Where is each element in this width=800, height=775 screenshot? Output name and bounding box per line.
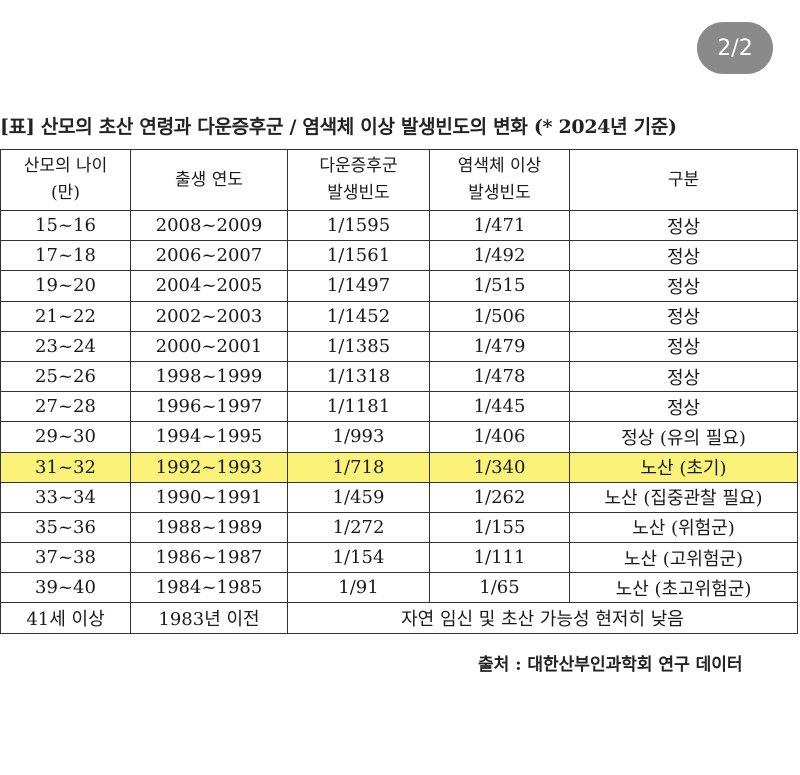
cell-chromosome: 1/262 <box>429 481 570 513</box>
cell-age: 19~20 <box>0 270 131 302</box>
cell-birth-year: 2008~2009 <box>130 209 288 242</box>
header-row: 산모의 나이 (만) 출생 연도 다운증후군 발생빈도 염색체 이상 발생빈도 구분 <box>0 149 798 211</box>
cell-chromosome: 1/65 <box>429 572 570 604</box>
cell-chromosome: 1/515 <box>429 270 570 302</box>
cell-down-syndrome: 1/1595 <box>287 209 430 242</box>
cell-down-syndrome: 1/459 <box>287 481 430 513</box>
cell-chromosome: 1/155 <box>429 511 570 544</box>
cell-age: 41세 이상 <box>0 602 131 634</box>
cell-birth-year: 1994~1995 <box>130 421 288 453</box>
data-table: 산모의 나이 (만) 출생 연도 다운증후군 발생빈도 염색체 이상 발생빈도 구분 … <box>0 149 798 634</box>
header-birth-year: 출생 연도 <box>130 149 288 211</box>
cell-birth-year: 1988~1989 <box>130 511 288 544</box>
header-chromosome: 염색체 이상 발생빈도 <box>429 149 570 211</box>
header-down-syndrome: 다운증후군 발생빈도 <box>287 149 430 211</box>
cell-down-syndrome: 1/272 <box>287 511 430 544</box>
cell-chromosome: 1/340 <box>429 451 570 483</box>
cell-birth-year: 2002~2003 <box>130 300 288 332</box>
table-row: 35~36 1988~1989 1/272 1/155 노산 (위험군) <box>0 511 798 544</box>
table-row: 17~18 2006~2007 1/1561 1/492 정상 <box>0 240 798 272</box>
table-caption: [표] 산모의 초산 연령과 다운증후군 / 염색체 이상 발생빈도의 변화 (… <box>0 116 677 138</box>
cell-note: 자연 임신 및 초산 가능성 현저히 낮음 <box>287 602 798 634</box>
page-indicator: 2/2 <box>697 22 773 74</box>
cell-category: 노산 (초기) <box>569 451 798 483</box>
cell-age: 17~18 <box>0 240 131 272</box>
cell-down-syndrome: 1/1318 <box>287 360 430 393</box>
table-row: 25~26 1998~1999 1/1318 1/478 정상 <box>0 360 798 393</box>
cell-down-syndrome: 1/91 <box>287 572 430 604</box>
cell-category: 정상 <box>569 330 798 362</box>
cell-down-syndrome: 1/1497 <box>287 270 430 302</box>
cell-age: 23~24 <box>0 330 131 362</box>
table-row: 37~38 1986~1987 1/154 1/111 노산 (고위험군) <box>0 542 798 574</box>
table-row: 27~28 1996~1997 1/1181 1/445 정상 <box>0 391 798 423</box>
cell-category: 정상 <box>569 391 798 423</box>
cell-age: 33~34 <box>0 481 131 513</box>
cell-category: 정상 <box>569 300 798 332</box>
cell-category: 정상 <box>569 360 798 393</box>
cell-birth-year: 1990~1991 <box>130 481 288 513</box>
cell-chromosome: 1/492 <box>429 240 570 272</box>
cell-age: 27~28 <box>0 391 131 423</box>
cell-down-syndrome: 1/718 <box>287 451 430 483</box>
header-age: 산모의 나이 (만) <box>0 149 131 211</box>
cell-chromosome: 1/478 <box>429 360 570 393</box>
cell-birth-year: 1984~1985 <box>130 572 288 604</box>
cell-category: 노산 (고위험군) <box>569 542 798 574</box>
cell-chromosome: 1/406 <box>429 421 570 453</box>
cell-chromosome: 1/506 <box>429 300 570 332</box>
cell-down-syndrome: 1/993 <box>287 421 430 453</box>
cell-age: 35~36 <box>0 511 131 544</box>
cell-age: 29~30 <box>0 421 131 453</box>
cell-down-syndrome: 1/154 <box>287 542 430 574</box>
table-row: 29~30 1994~1995 1/993 1/406 정상 (유의 필요) <box>0 421 798 453</box>
table-row: 15~16 2008~2009 1/1595 1/471 정상 <box>0 209 798 242</box>
cell-birth-year: 2004~2005 <box>130 270 288 302</box>
table-row: 21~22 2002~2003 1/1452 1/506 정상 <box>0 300 798 332</box>
cell-birth-year: 2000~2001 <box>130 330 288 362</box>
cell-down-syndrome: 1/1181 <box>287 391 430 423</box>
cell-down-syndrome: 1/1385 <box>287 330 430 362</box>
table-row: 19~20 2004~2005 1/1497 1/515 정상 <box>0 270 798 302</box>
cell-category: 정상 <box>569 270 798 302</box>
cell-age: 21~22 <box>0 300 131 332</box>
cell-chromosome: 1/479 <box>429 330 570 362</box>
cell-down-syndrome: 1/1561 <box>287 240 430 272</box>
cell-age: 39~40 <box>0 572 131 604</box>
cell-birth-year: 1983년 이전 <box>130 602 288 634</box>
table-row: 31~32 1992~1993 1/718 1/340 노산 (초기) <box>0 451 798 483</box>
cell-age: 25~26 <box>0 360 131 393</box>
cell-category: 노산 (위험군) <box>569 511 798 544</box>
cell-down-syndrome: 1/1452 <box>287 300 430 332</box>
cell-birth-year: 2006~2007 <box>130 240 288 272</box>
table-row: 23~24 2000~2001 1/1385 1/479 정상 <box>0 330 798 362</box>
cell-chromosome: 1/471 <box>429 209 570 242</box>
table-row: 33~34 1990~1991 1/459 1/262 노산 (집중관찰 필요) <box>0 481 798 513</box>
header-category: 구분 <box>569 149 798 211</box>
cell-chromosome: 1/445 <box>429 391 570 423</box>
cell-category: 노산 (집중관찰 필요) <box>569 481 798 513</box>
cell-birth-year: 1992~1993 <box>130 451 288 483</box>
cell-category: 정상 <box>569 209 798 242</box>
table-row-last: 41세 이상 1983년 이전 자연 임신 및 초산 가능성 현저히 낮음 <box>0 602 798 634</box>
cell-category: 정상 (유의 필요) <box>569 421 798 453</box>
cell-birth-year: 1998~1999 <box>130 360 288 393</box>
cell-age: 37~38 <box>0 542 131 574</box>
cell-category: 노산 (초고위험군) <box>569 572 798 604</box>
cell-age: 15~16 <box>0 209 131 242</box>
cell-chromosome: 1/111 <box>429 542 570 574</box>
cell-birth-year: 1986~1987 <box>130 542 288 574</box>
cell-age: 31~32 <box>0 451 131 483</box>
cell-category: 정상 <box>569 240 798 272</box>
table-row: 39~40 1984~1985 1/91 1/65 노산 (초고위험군) <box>0 572 798 604</box>
cell-birth-year: 1996~1997 <box>130 391 288 423</box>
source-note: 출처 : 대한산부인과학회 연구 데이터 <box>478 655 743 675</box>
